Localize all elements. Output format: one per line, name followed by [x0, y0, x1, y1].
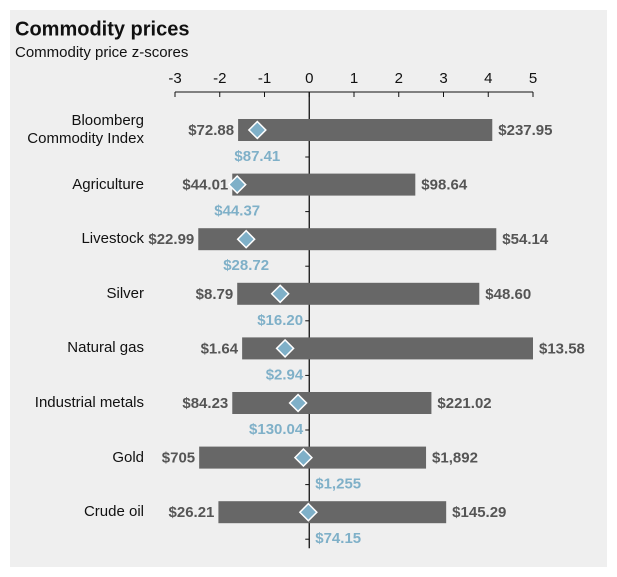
x-tick-label: 3 [439, 70, 447, 87]
x-tick-label: 0 [305, 70, 313, 87]
low-label: $705 [162, 450, 195, 467]
current-label: $16.20 [257, 312, 303, 329]
low-label: $22.99 [148, 231, 194, 248]
chart-title: Commodity prices [15, 18, 189, 40]
high-label: $1,892 [432, 450, 478, 467]
current-label: $130.04 [249, 421, 304, 438]
low-label: $84.23 [182, 395, 228, 412]
range-bar [198, 228, 497, 251]
category-label: Bloomberg Commodity Index [27, 112, 144, 147]
x-tick-label: -3 [168, 70, 181, 87]
high-label: $145.29 [452, 504, 506, 521]
current-label: $1,255 [315, 476, 361, 493]
x-tick-label: 1 [350, 70, 358, 87]
category-label: Industrial metals [34, 394, 144, 411]
category-label: Natural gas [67, 339, 144, 357]
low-label: $1.64 [201, 340, 239, 357]
low-label: $26.21 [169, 504, 215, 521]
range-bar [238, 119, 493, 141]
range-bar [242, 337, 533, 360]
current-marker [293, 448, 313, 468]
high-label: $221.02 [437, 395, 491, 412]
range-bar [232, 173, 416, 196]
range-bar [237, 282, 480, 305]
current-label: $28.72 [223, 257, 269, 274]
current-marker [270, 284, 290, 304]
category-label: Agriculture [72, 175, 144, 193]
low-label: $44.01 [182, 177, 228, 194]
x-tick-label: 4 [484, 70, 492, 87]
range-bar [232, 392, 432, 414]
current-marker [236, 229, 256, 249]
low-label: $8.79 [196, 286, 234, 303]
current-label: $87.41 [234, 148, 280, 165]
category-label: Livestock [81, 230, 144, 248]
category-label: Silver [106, 284, 144, 302]
low-label: $72.88 [188, 122, 234, 139]
high-label: $98.64 [421, 177, 468, 194]
current-label: $74.15 [315, 530, 361, 547]
x-tick-label: 5 [529, 70, 537, 87]
current-label: $2.94 [266, 366, 304, 383]
x-tick-label: -1 [258, 70, 271, 87]
current-label: $44.37 [214, 203, 260, 220]
high-label: $237.95 [498, 122, 552, 139]
high-label: $48.60 [485, 286, 531, 303]
chart-subtitle: Commodity price z-scores [15, 44, 188, 61]
current-marker [247, 120, 267, 140]
current-marker [298, 502, 318, 522]
current-marker [288, 393, 308, 413]
category-label: Crude oil [83, 503, 144, 521]
category-label: Gold [112, 448, 144, 466]
high-label: $13.58 [539, 340, 585, 357]
current-marker [227, 175, 247, 195]
x-tick-label: 2 [395, 70, 403, 87]
x-tick-label: -2 [213, 70, 226, 87]
current-marker [275, 338, 295, 358]
range-bar [218, 501, 447, 524]
high-label: $54.14 [502, 231, 549, 248]
